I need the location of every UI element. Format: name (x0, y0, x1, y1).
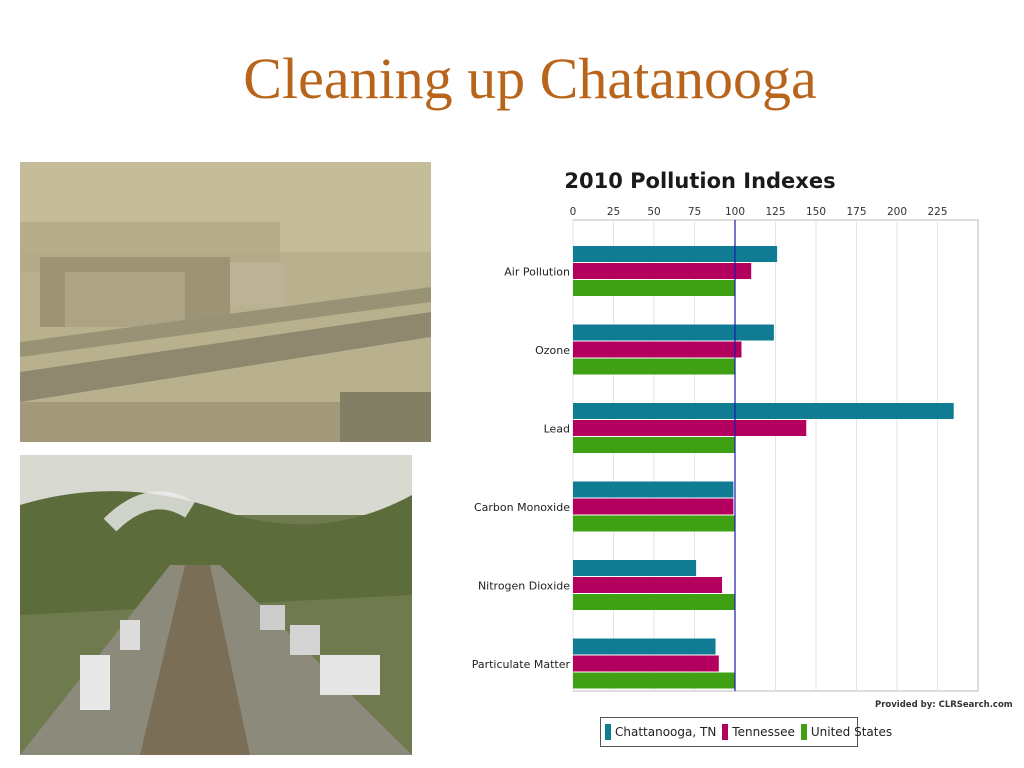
category-label: Particulate Matter (472, 658, 571, 671)
bar (573, 324, 774, 341)
x-tick-label: 200 (887, 206, 907, 218)
legend-item: Chattanooga, TN (605, 724, 716, 740)
category-label: Air Pollution (504, 266, 570, 279)
bar (573, 403, 954, 419)
x-tick-label: 100 (725, 206, 745, 218)
legend-swatch (800, 724, 807, 740)
category-label: Ozone (535, 344, 570, 357)
x-tick-label: 175 (846, 206, 866, 218)
category-label: Lead (544, 423, 570, 436)
pollution-chart-svg: 2010 Pollution Indexes 0 25 50 75 100 125 150 17… (472, 169, 979, 692)
x-tick-label: 75 (688, 206, 701, 218)
chart-title: 2010 Pollution Indexes (564, 169, 835, 193)
x-tick-label: 125 (765, 206, 785, 218)
smog-photo (20, 162, 431, 442)
slide-title: Cleaning up Chatanooga (243, 46, 817, 111)
legend-item: United States (800, 724, 893, 740)
bar (573, 481, 734, 498)
bar (573, 437, 735, 453)
bar (573, 246, 778, 262)
legend-label: Chattanooga, TN (615, 725, 717, 739)
legend-swatch (605, 724, 611, 740)
bar (573, 577, 723, 593)
traffic-photo (20, 455, 412, 755)
category-label: Nitrogen Dioxide (478, 580, 570, 593)
x-tick-label: 150 (806, 206, 826, 218)
category-label: Carbon Monoxide (474, 501, 570, 514)
bar (573, 638, 716, 655)
bar (573, 280, 735, 296)
chart-legend: Chattanooga, TN Tennessee United States (600, 717, 892, 747)
legend-swatch (722, 724, 729, 740)
x-tick-label: 225 (927, 206, 947, 218)
legend-item: Tennessee (722, 724, 795, 740)
legend-label: United States (810, 725, 893, 739)
bar (573, 515, 735, 532)
bar (573, 420, 807, 436)
bar (573, 498, 734, 515)
chart-credit: Provided by: CLRSearch.com (875, 700, 1013, 710)
bar (573, 341, 742, 358)
pollution-chart: 2010 Pollution Indexes 0 25 50 75 100 125 150 17… (470, 158, 990, 718)
x-tick-label: 50 (647, 206, 660, 218)
bar (573, 263, 752, 279)
bar (573, 358, 735, 375)
x-tick-label: 25 (607, 206, 620, 218)
x-tick-label: 0 (570, 206, 577, 218)
bar (573, 594, 735, 610)
bar (573, 655, 719, 672)
legend-label: Tennessee (732, 725, 795, 739)
bar (573, 560, 697, 576)
bar (573, 672, 735, 689)
